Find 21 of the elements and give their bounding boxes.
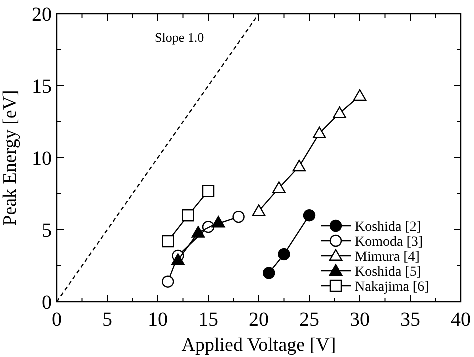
y-tick-label: 5 [42, 220, 52, 242]
y-axis-title: Peak Energy [eV] [0, 90, 21, 226]
y-tick-label: 15 [32, 76, 52, 98]
legend-label: Nakajima [6] [355, 280, 430, 295]
x-tick-label: 10 [148, 309, 168, 331]
y-tick-label: 0 [42, 292, 52, 314]
x-tick-label: 30 [350, 309, 370, 331]
legend-label: Komoda [3] [355, 235, 424, 250]
x-axis-title: Applied Voltage [V] [182, 335, 336, 356]
legend-label: Koshida [2] [355, 220, 422, 235]
x-tick-label: 35 [400, 309, 420, 331]
x-tick-label: 25 [300, 309, 320, 331]
x-tick-label: 20 [249, 309, 269, 331]
x-tick-label: 15 [198, 309, 218, 331]
annotation: Slope 1.0 [155, 30, 204, 45]
y-tick-label: 10 [32, 148, 52, 170]
legend-label: Koshida [5] [355, 265, 422, 280]
x-tick-label: 5 [102, 309, 112, 331]
x-tick-label: 40 [451, 309, 471, 331]
y-tick-label: 20 [32, 4, 52, 26]
legend-label: Mimura [4] [355, 250, 420, 265]
